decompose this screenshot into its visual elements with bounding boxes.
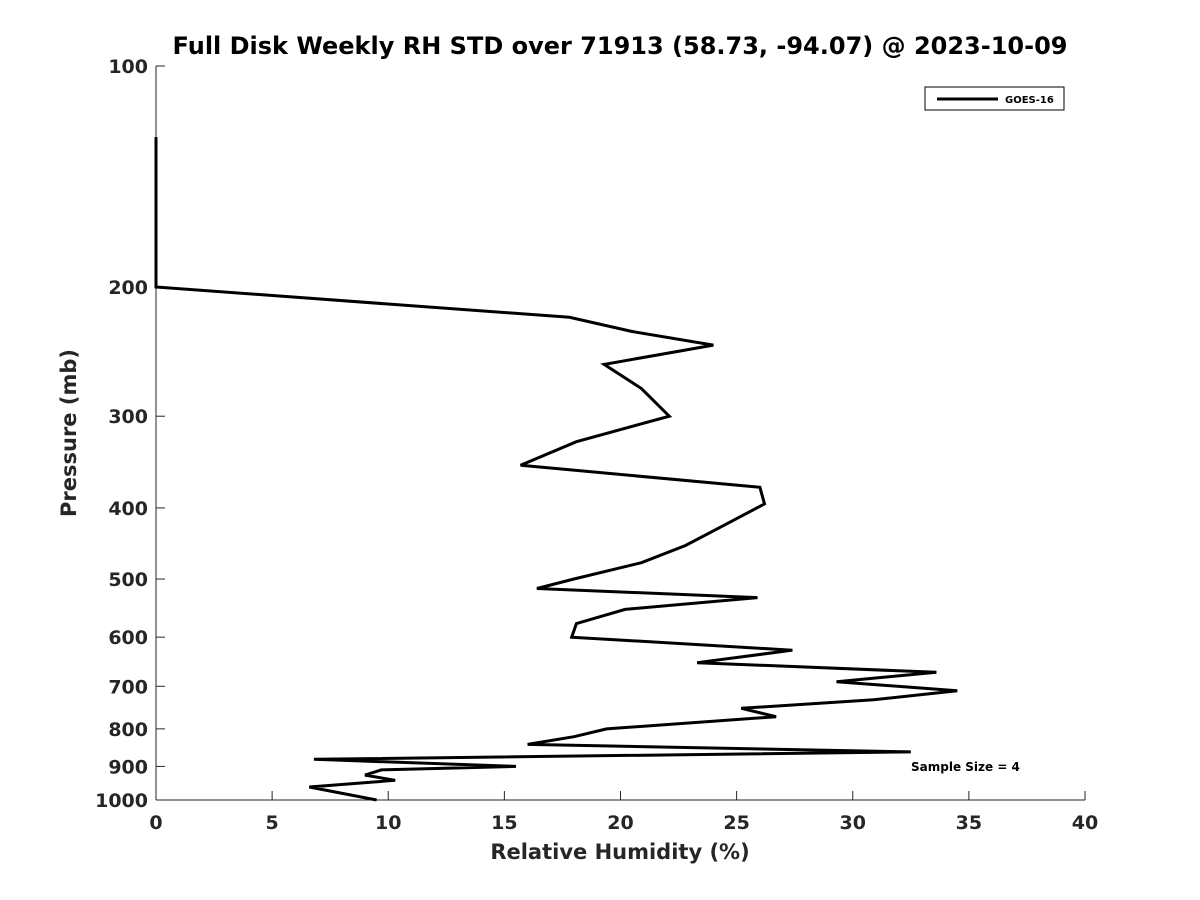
legend: GOES-16 — [924, 86, 1065, 111]
x-axis-label: Relative Humidity (%) — [490, 840, 749, 864]
x-tick-label: 35 — [956, 812, 982, 834]
legend-entry-goes-16: GOES-16 — [1005, 95, 1054, 106]
x-tick-label: 15 — [491, 812, 517, 834]
x-tick-label: 40 — [1072, 812, 1098, 834]
y-tick-label: 500 — [108, 569, 148, 591]
x-tick-label: 5 — [266, 812, 279, 834]
y-tick-label: 700 — [108, 676, 148, 698]
y-ticks: 100 200 300 400 500 600 700 800 900 1000 — [95, 56, 165, 812]
plot-area: 0 5 10 15 20 25 30 35 40 100 200 300 400 500 600 700 80… — [95, 56, 1098, 834]
y-tick-label: 400 — [108, 498, 148, 520]
y-tick-label: 900 — [108, 756, 148, 778]
x-tick-label: 10 — [375, 812, 401, 834]
x-tick-label: 30 — [840, 812, 866, 834]
y-tick-label: 200 — [108, 277, 148, 299]
y-axis-label: Pressure (mb) — [57, 349, 81, 517]
y-tick-label: 300 — [108, 406, 148, 428]
x-tick-label: 25 — [723, 812, 749, 834]
x-tick-label: 0 — [149, 812, 162, 834]
series-line-goes-16 — [154, 137, 958, 802]
y-tick-label: 100 — [108, 56, 148, 78]
chart-title: Full Disk Weekly RH STD over 71913 (58.7… — [173, 32, 1068, 60]
y-tick-label: 600 — [108, 627, 148, 649]
y-tick-label: 1000 — [95, 790, 148, 812]
x-ticks: 0 5 10 15 20 25 30 35 40 — [149, 791, 1098, 834]
x-tick-label: 20 — [607, 812, 633, 834]
sample-size-annotation: Sample Size = 4 — [911, 760, 1020, 774]
y-tick-label: 800 — [108, 719, 148, 741]
